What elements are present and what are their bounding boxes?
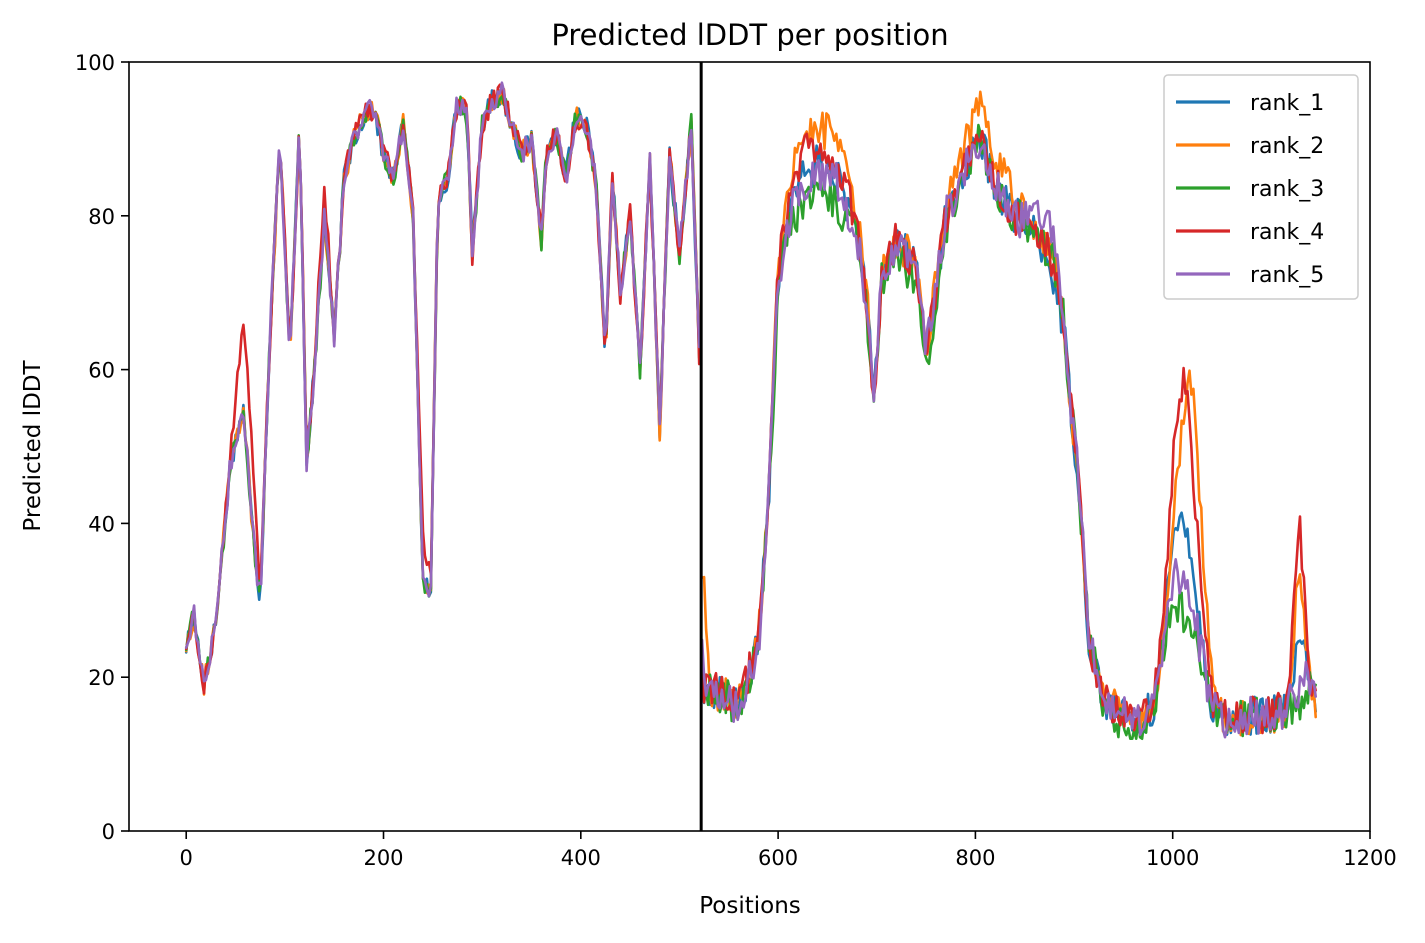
plot-frame — [128, 61, 1371, 832]
x-tick-label: 600 — [758, 846, 798, 870]
x-tick-label: 1000 — [1146, 846, 1199, 870]
y-tick-label: 20 — [88, 666, 115, 690]
legend-label-rank-3: rank_3 — [1250, 177, 1324, 202]
y-tick-label: 80 — [88, 205, 115, 229]
x-tick-label: 1200 — [1343, 846, 1396, 870]
y-tick-label: 40 — [88, 512, 115, 536]
legend-label-rank-2: rank_2 — [1250, 134, 1324, 159]
legend: rank_1 rank_2 rank_3 rank_4 rank_5 — [1163, 74, 1359, 300]
series-layer — [184, 62, 1317, 831]
x-tick-label: 200 — [363, 846, 403, 870]
y-tick-label: 0 — [102, 820, 115, 844]
legend-label-rank-1: rank_1 — [1250, 91, 1324, 116]
legend-label-rank-4: rank_4 — [1250, 220, 1324, 245]
y-tick-label: 60 — [88, 359, 115, 383]
legend-box — [1163, 74, 1359, 300]
x-tick-label: 0 — [180, 846, 193, 870]
series-line-rank-1 — [184, 85, 1317, 736]
chart-title: Predicted lDDT per position — [551, 18, 948, 52]
series-line-rank-5 — [184, 81, 1317, 739]
y-axis-label: Predicted lDDT — [20, 359, 46, 531]
x-tick-label: 400 — [561, 846, 601, 870]
series-line-rank-2 — [184, 87, 1317, 739]
series-line-rank-4 — [184, 83, 1317, 735]
legend-label-rank-5: rank_5 — [1250, 263, 1324, 288]
ticks-layer: 0 200 400 600 800 1000 1200 0 20 40 60 80 100 — [75, 51, 1397, 870]
x-tick-label: 800 — [955, 846, 995, 870]
series-line-rank-3 — [184, 94, 1317, 740]
x-axis-label: Positions — [699, 893, 801, 919]
y-tick-label: 100 — [75, 51, 115, 75]
